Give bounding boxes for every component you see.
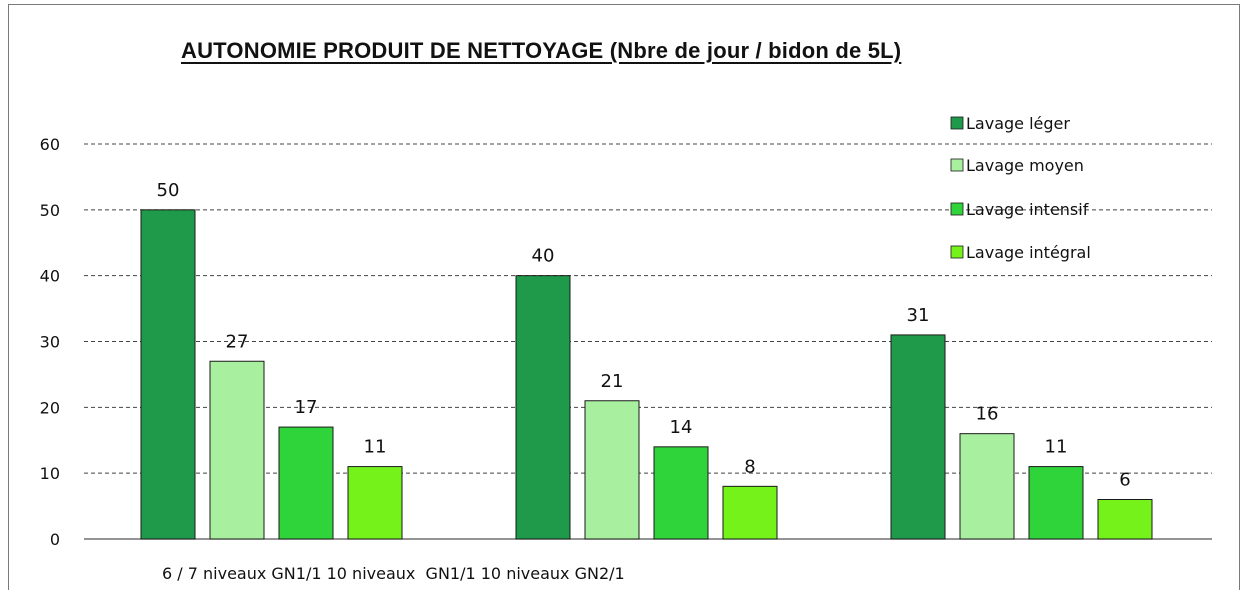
bar bbox=[347, 466, 403, 540]
y-tick-label: 30 bbox=[40, 333, 60, 352]
bar bbox=[653, 446, 709, 540]
data-label: 40 bbox=[532, 246, 555, 267]
bars bbox=[140, 209, 1153, 540]
bar bbox=[515, 275, 571, 540]
data-label: 17 bbox=[295, 397, 318, 418]
legend-swatch bbox=[950, 202, 964, 216]
legend-swatch bbox=[950, 116, 964, 130]
y-tick-label: 50 bbox=[40, 201, 60, 220]
bar bbox=[209, 360, 265, 540]
data-label: 50 bbox=[157, 180, 180, 201]
y-tick-label: 60 bbox=[40, 135, 60, 154]
y-tick-label: 10 bbox=[40, 464, 60, 483]
category-labels: 6 / 7 niveaux GN1/1 10 niveaux GN1/1 10 … bbox=[162, 564, 625, 583]
bar bbox=[1097, 499, 1153, 540]
legend-label: Lavage léger bbox=[966, 114, 1070, 133]
chart-title: AUTONOMIE PRODUIT DE NETTOYAGE (Nbre de … bbox=[181, 38, 902, 63]
y-axis-ticks: 0 10 20 30 40 50 60 bbox=[40, 135, 60, 549]
bar bbox=[722, 485, 778, 540]
data-label: 14 bbox=[670, 417, 693, 438]
data-label: 6 bbox=[1119, 470, 1130, 491]
bar bbox=[1028, 466, 1084, 540]
legend-swatch bbox=[950, 158, 964, 172]
data-label: 27 bbox=[226, 331, 249, 352]
data-label: 8 bbox=[744, 456, 755, 477]
data-label: 11 bbox=[364, 437, 387, 458]
bar bbox=[140, 209, 196, 540]
y-tick-label: 40 bbox=[40, 267, 60, 286]
y-tick-label: 20 bbox=[40, 398, 60, 417]
legend: Lavage léger Lavage moyen Lavage intensif L… bbox=[950, 114, 1091, 262]
legend-label: Lavage intégral bbox=[966, 243, 1091, 262]
data-label: 11 bbox=[1045, 437, 1068, 458]
legend-swatch bbox=[950, 245, 964, 259]
data-label: 31 bbox=[907, 305, 930, 326]
gridlines bbox=[84, 143, 1212, 540]
bar bbox=[959, 433, 1015, 540]
y-tick-label: 0 bbox=[50, 530, 60, 549]
data-label: 21 bbox=[601, 371, 624, 392]
bar bbox=[890, 334, 946, 540]
legend-label: Lavage moyen bbox=[966, 156, 1084, 175]
data-label: 16 bbox=[976, 404, 999, 425]
data-labels: 50 27 17 11 40 21 14 8 31 16 11 6 bbox=[157, 180, 1131, 491]
legend-label: Lavage intensif bbox=[966, 200, 1089, 219]
bar bbox=[278, 426, 334, 540]
bar bbox=[584, 400, 640, 540]
